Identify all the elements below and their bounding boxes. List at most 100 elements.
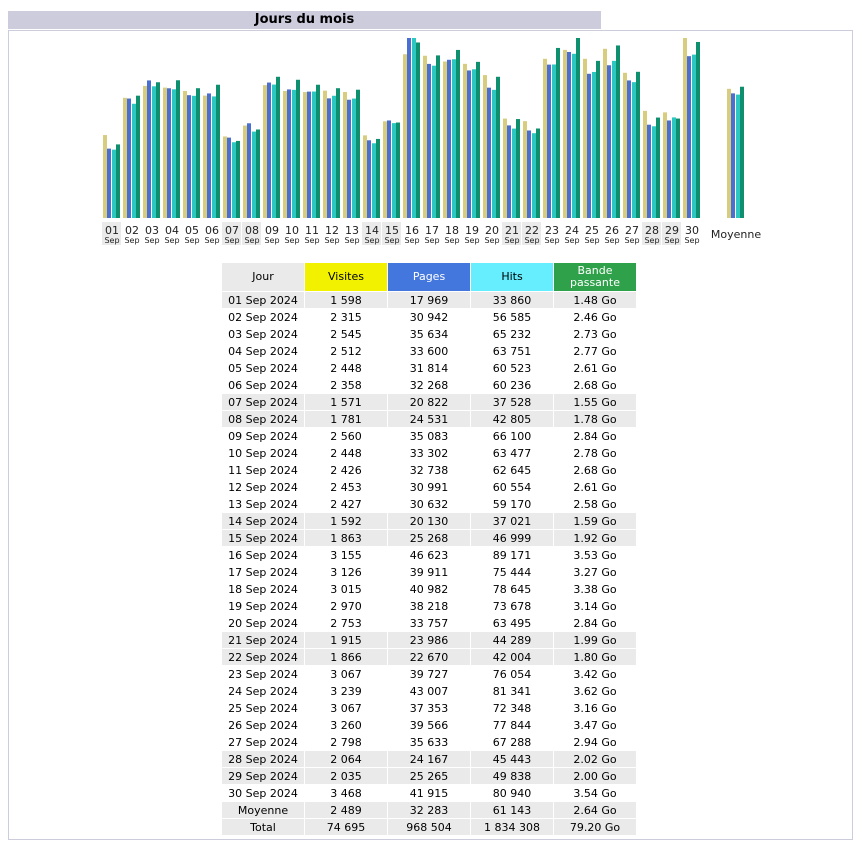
bar-hits [432, 65, 436, 218]
bar-pages [187, 95, 191, 218]
cell-hits: 62 645 [492, 463, 532, 477]
cell-bande: 2.68 Go [573, 378, 617, 392]
cell-visites: 1 866 [305, 649, 387, 665]
cell-visites: 2 064 [305, 751, 387, 767]
cell-bande: 3.53 Go [573, 548, 617, 562]
bar-bande-passante [456, 49, 460, 218]
bar-visites [543, 58, 547, 219]
x-tick-label: 10 [285, 224, 299, 237]
x-tick-sublabel: Sep [344, 236, 359, 245]
bar-bande-passante [296, 79, 300, 218]
cell-hits: 63 495 [492, 616, 532, 630]
average-label: Moyenne [711, 228, 761, 241]
cell-hits: 60 523 [492, 361, 532, 375]
bar-pages [227, 137, 231, 218]
x-tick-label: 20 [485, 224, 499, 237]
cell-day: 01 Sep 2024 [222, 292, 304, 308]
bar-bande-passante [476, 61, 480, 218]
bar-hits [312, 91, 316, 218]
bar-pages [627, 80, 631, 218]
weekend-label-bg [522, 222, 541, 245]
cell-bande: 2.68 Go [573, 463, 617, 477]
cell-day: 02 Sep 2024 [228, 310, 298, 324]
x-tick-label: 16 [405, 224, 419, 237]
bar-visites [283, 90, 287, 218]
table-row: 08 Sep 2024 1 781 24 531 42 805 1.78 Go [222, 411, 636, 427]
table-row: 23 Sep 2024 3 067 39 727 76 054 3.42 Go [222, 666, 636, 682]
bar-hits [212, 96, 216, 218]
cell-hits: 61 143 [471, 802, 553, 818]
bar-pages [367, 140, 371, 218]
x-tick-label: 30 [685, 224, 699, 237]
x-tick-label: 12 [325, 224, 339, 237]
cell-day: 29 Sep 2024 [222, 768, 304, 784]
cell-day: 03 Sep 2024 [228, 327, 298, 341]
cell-bande: 3.16 Go [573, 701, 617, 715]
table-row: 05 Sep 2024 2 448 31 814 60 523 2.61 Go [222, 360, 636, 376]
bar-visites [643, 110, 647, 218]
table-row: 26 Sep 2024 3 260 39 566 77 844 3.47 Go [222, 717, 636, 733]
bar-bande-passante [576, 38, 580, 218]
cell-day: 15 Sep 2024 [222, 530, 304, 546]
bar-visites [563, 49, 567, 219]
x-tick-label: 28 [645, 224, 659, 237]
bar-visites [323, 90, 327, 218]
cell-pages: 30 632 [409, 497, 449, 511]
cell-visites: 2 560 [330, 429, 362, 443]
weekend-label-bg [362, 222, 381, 245]
weekend-label-bg [382, 222, 401, 245]
x-tick-label: 22 [525, 224, 539, 237]
x-tick-sublabel: Sep [504, 236, 519, 245]
cell-hits: 49 838 [471, 768, 553, 784]
cell-bande: 2.58 Go [573, 497, 617, 511]
cell-bande: 2.61 Go [573, 361, 617, 375]
bar-average-bande-passante [740, 86, 744, 218]
x-tick-sublabel: Sep [684, 236, 699, 245]
cell-pages: 33 302 [409, 446, 449, 460]
x-tick-sublabel: Sep [524, 236, 539, 245]
cell-day: 26 Sep 2024 [228, 718, 298, 732]
cell-hits: 44 289 [471, 632, 553, 648]
bar-bande-passante [376, 138, 380, 218]
x-tick-sublabel: Sep [564, 236, 579, 245]
cell-pages: 968 504 [388, 819, 470, 835]
cell-hits: 89 171 [492, 548, 532, 562]
bar-bande-passante [696, 41, 700, 218]
bar-bande-passante [116, 144, 120, 218]
x-tick-sublabel: Sep [184, 236, 199, 245]
col-header-bande-passante: Bande passante [554, 263, 636, 291]
bar-bande-passante [156, 82, 160, 218]
bar-visites [123, 97, 127, 218]
cell-day: 27 Sep 2024 [228, 735, 298, 749]
x-tick-sublabel: Sep [644, 236, 659, 245]
bar-bande-passante [396, 122, 400, 218]
bar-bande-passante [356, 89, 360, 218]
cell-pages: 39 566 [409, 718, 449, 732]
cell-hits: 59 170 [492, 497, 532, 511]
cell-day: Moyenne [222, 802, 304, 818]
x-tick-label: 04 [165, 224, 179, 237]
x-tick-sublabel: Sep [164, 236, 179, 245]
table-row: 30 Sep 2024 3 468 41 915 80 940 3.54 Go [222, 785, 636, 801]
bar-pages [347, 99, 351, 218]
bar-bande-passante [596, 60, 600, 219]
bar-hits [112, 149, 116, 218]
x-tick-sublabel: Sep [244, 236, 259, 245]
bar-visites [383, 121, 387, 218]
bar-bande-passante [516, 119, 520, 218]
col-header-pages: Pages [388, 263, 470, 291]
x-tick-sublabel: Sep [324, 236, 339, 245]
cell-hits: 60 236 [492, 378, 532, 392]
cell-pages: 24 531 [388, 411, 470, 427]
table-row: 03 Sep 2024 2 545 35 634 65 232 2.73 Go [222, 326, 636, 342]
bar-average-hits [736, 94, 740, 218]
bar-pages [687, 56, 691, 218]
cell-visites: 1 571 [305, 394, 387, 410]
x-tick-label: 05 [185, 224, 199, 237]
bar-average-pages [731, 93, 735, 218]
cell-bande: 2.94 Go [573, 735, 617, 749]
bar-hits [632, 82, 636, 218]
cell-visites: 2 358 [330, 378, 362, 392]
x-tick-label: 29 [665, 224, 679, 237]
cell-day: 22 Sep 2024 [222, 649, 304, 665]
